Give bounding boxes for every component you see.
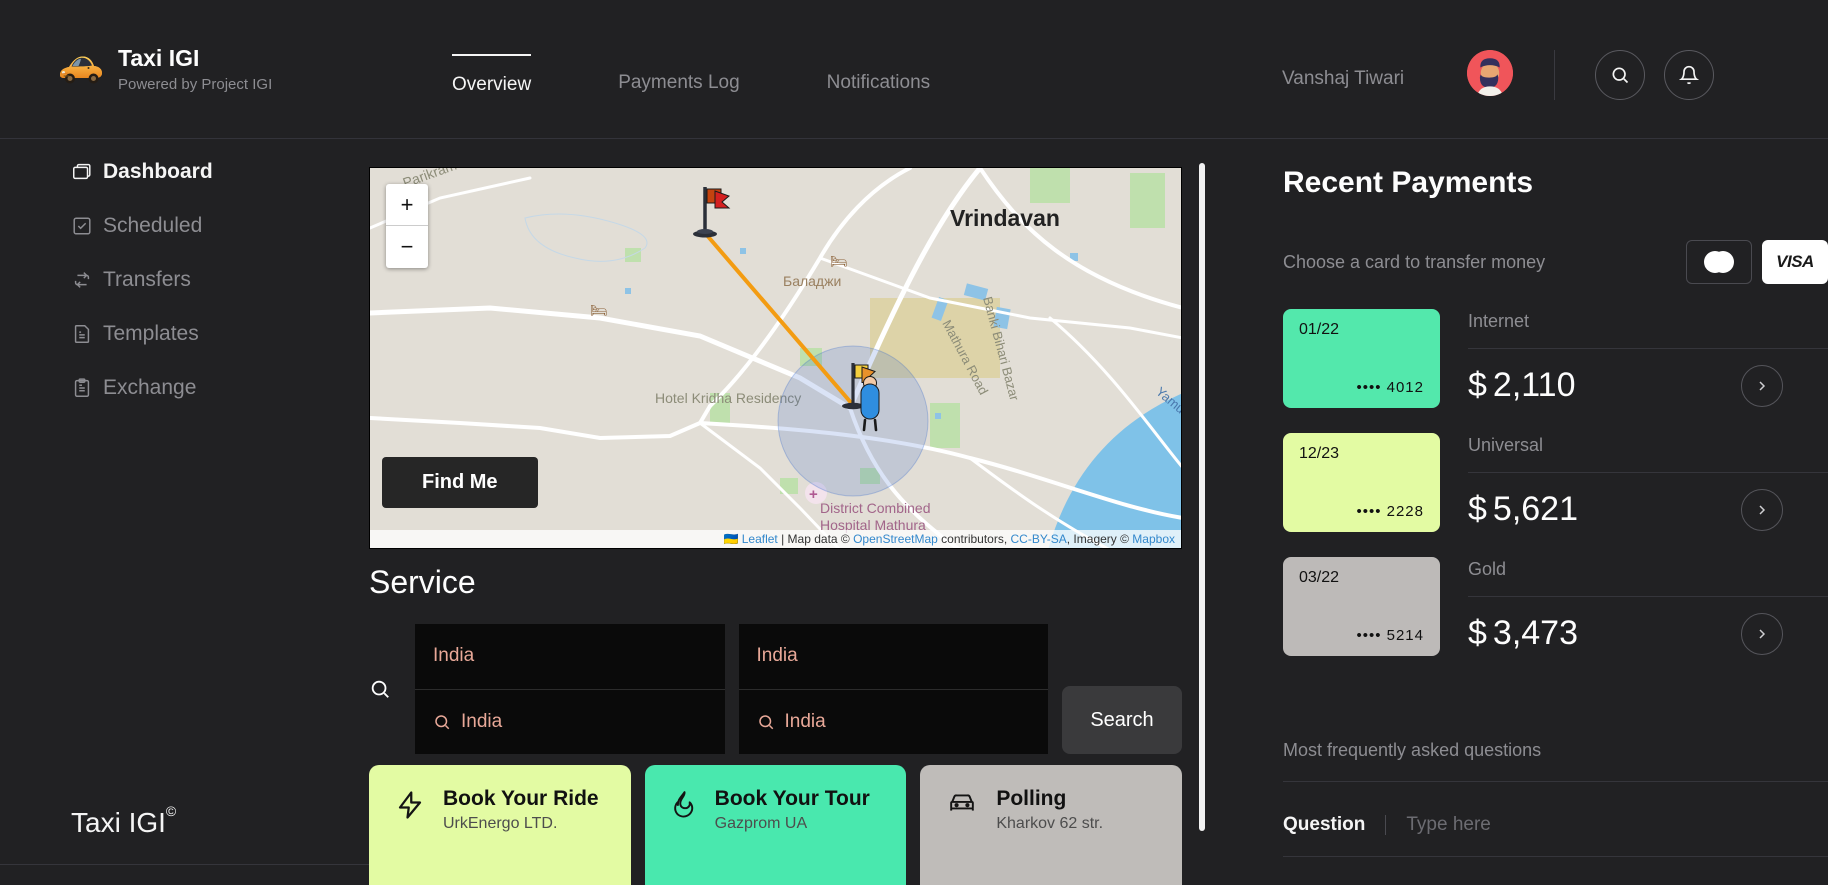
svg-text:🛏: 🛏 [830,253,848,269]
svg-text:Vrindavan: Vrindavan [950,205,1060,231]
svg-text:🛏: 🛏 [590,302,608,318]
svg-text:District Combined: District Combined [820,500,930,516]
svg-text:Hotel Kridha Residency: Hotel Kridha Residency [655,390,801,406]
svg-text:Баладжи: Баладжи [783,273,841,289]
svg-text:+: + [809,486,818,503]
